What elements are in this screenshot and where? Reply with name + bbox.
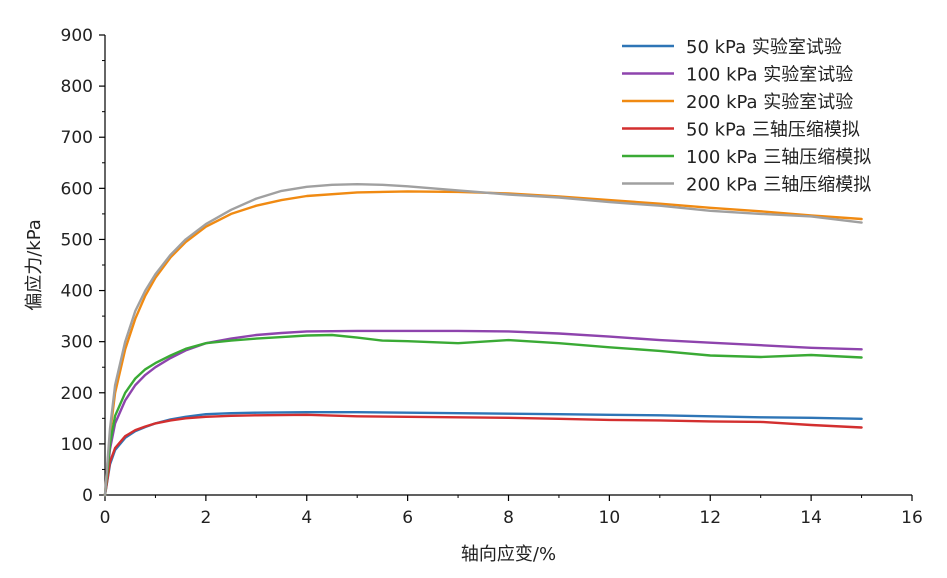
legend-label-6: 200 kPa 三轴压缩模拟 — [686, 175, 871, 196]
y-tick-label: 600 — [61, 179, 93, 199]
y-tick-label: 400 — [61, 282, 93, 302]
y-tick-label: 700 — [61, 128, 93, 148]
x-axis-title: 轴向应变/% — [461, 544, 556, 565]
series-line-4 — [103, 413, 863, 497]
x-tick-label: 10 — [599, 508, 621, 528]
x-tick-label: 6 — [402, 508, 413, 528]
chart-axes: 0 100 200 300 400 500 600 700 800 900 0 2 4 6 8 10 12 14 1… — [61, 26, 923, 528]
legend-label-4: 50 kPa 三轴压缩模拟 — [686, 120, 860, 141]
x-tick-label: 0 — [100, 508, 111, 528]
legend-label-2: 100 kPa 实验室试验 — [686, 65, 853, 86]
y-tick-label: 200 — [61, 384, 93, 404]
legend-label-5: 100 kPa 三轴压缩模拟 — [686, 147, 871, 168]
y-tick-label: 800 — [61, 77, 93, 97]
x-tick-label: 14 — [800, 508, 822, 528]
y-axis-title: 偏应力/kPa — [24, 219, 45, 311]
legend-label-1: 50 kPa 实验室试验 — [686, 37, 842, 58]
x-tick-label: 2 — [200, 508, 211, 528]
series-line-2 — [103, 329, 863, 497]
y-tick-label: 300 — [61, 333, 93, 353]
series-line-3 — [103, 190, 863, 497]
series-line-1 — [103, 411, 863, 497]
series-line-6 — [103, 182, 863, 497]
x-tick-label: 12 — [699, 508, 721, 528]
x-tick-label: 8 — [503, 508, 514, 528]
x-tick-label: 4 — [301, 508, 312, 528]
y-tick-label: 100 — [61, 435, 93, 455]
legend-label-3: 200 kPa 实验室试验 — [686, 92, 853, 113]
x-tick-label: 16 — [901, 508, 923, 528]
y-tick-label: 900 — [61, 26, 93, 46]
series-line-5 — [103, 333, 863, 497]
y-tick-label: 0 — [82, 486, 93, 506]
y-tick-label: 500 — [61, 230, 93, 250]
chart-legend: 50 kPa 实验室试验 100 kPa 实验室试验 200 kPa 实验室试验 50… — [622, 37, 871, 196]
chart-series-layer — [103, 182, 863, 497]
